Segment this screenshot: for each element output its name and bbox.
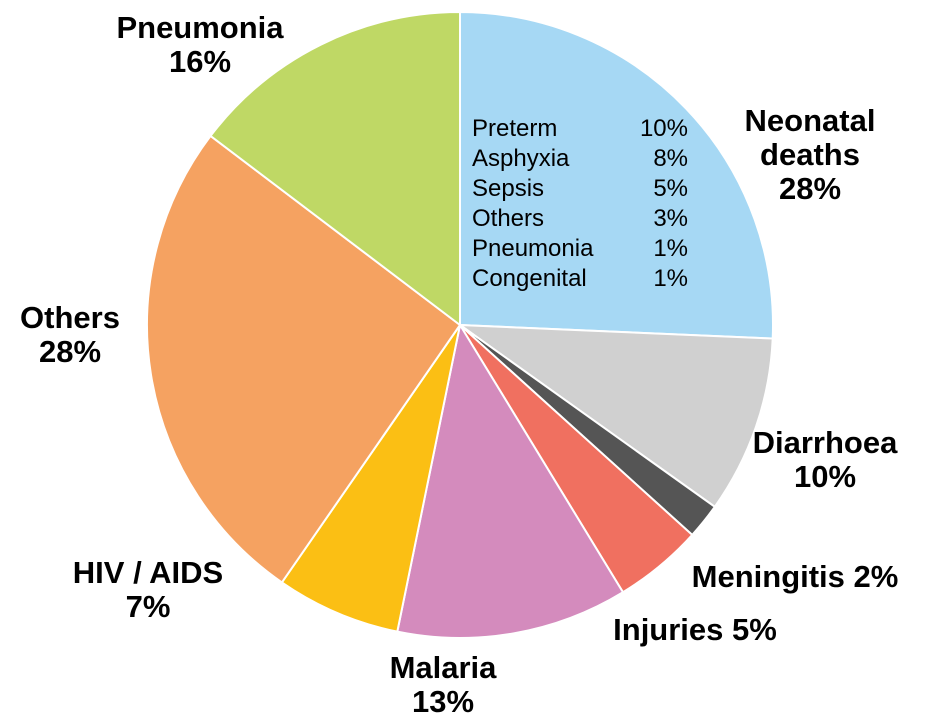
breakdown-value: 1%: [653, 235, 688, 262]
slice-value: 7%: [125, 589, 171, 624]
slice-name: Pneumonia: [116, 10, 284, 45]
breakdown-name: Others: [472, 205, 545, 232]
breakdown-value: 3%: [653, 205, 688, 232]
slice-label: Neonatal deaths 28%: [720, 104, 900, 206]
slice-value: 16%: [168, 44, 232, 79]
breakdown-name: Pneumonia: [472, 235, 594, 262]
breakdown-value: 1%: [653, 265, 688, 292]
slice-name: Neonatal deaths: [744, 103, 876, 172]
pie-slice: [396, 322, 625, 639]
slice-value: 2%: [853, 559, 899, 594]
breakdown-value: 8%: [653, 145, 688, 172]
slice-value: 28%: [38, 334, 102, 369]
slice-label: Pneumonia 16%: [90, 11, 310, 79]
breakdown-name: Congenital: [472, 265, 587, 292]
pie-slice: [459, 10, 774, 340]
breakdown-name: Preterm: [472, 115, 558, 142]
slice-label: Others 28%: [0, 301, 140, 369]
pie-slice: [280, 324, 461, 633]
pie-slice: [456, 323, 774, 509]
slice-label: Malaria 13%: [353, 651, 533, 719]
pie-slice: [209, 10, 461, 328]
breakdown-value: 5%: [653, 175, 688, 202]
slice-name: Meningitis: [691, 559, 845, 594]
breakdown-name: Asphyxia: [472, 145, 570, 172]
slice-name: HIV / AIDS: [72, 555, 224, 590]
pie-slice: [146, 134, 462, 584]
slice-label: Diarrhoea 10%: [725, 426, 925, 494]
slice-name: Malaria: [389, 650, 497, 685]
slice-name: Others: [20, 300, 120, 335]
breakdown-name: Sepsis: [472, 175, 545, 202]
slice-name: Diarrhoea: [752, 425, 898, 460]
slice-value: 28%: [778, 171, 842, 206]
slice-value: 13%: [411, 684, 475, 719]
slice-value: 5%: [732, 612, 777, 647]
slice-label: Injuries 5%: [585, 613, 805, 647]
breakdown-value: 10%: [639, 115, 688, 142]
slice-value: 10%: [793, 459, 857, 494]
slice-name: Injuries: [613, 612, 724, 647]
slice-label: Meningitis 2%: [655, 560, 935, 594]
slice-label: HIV / AIDS 7%: [48, 556, 248, 624]
